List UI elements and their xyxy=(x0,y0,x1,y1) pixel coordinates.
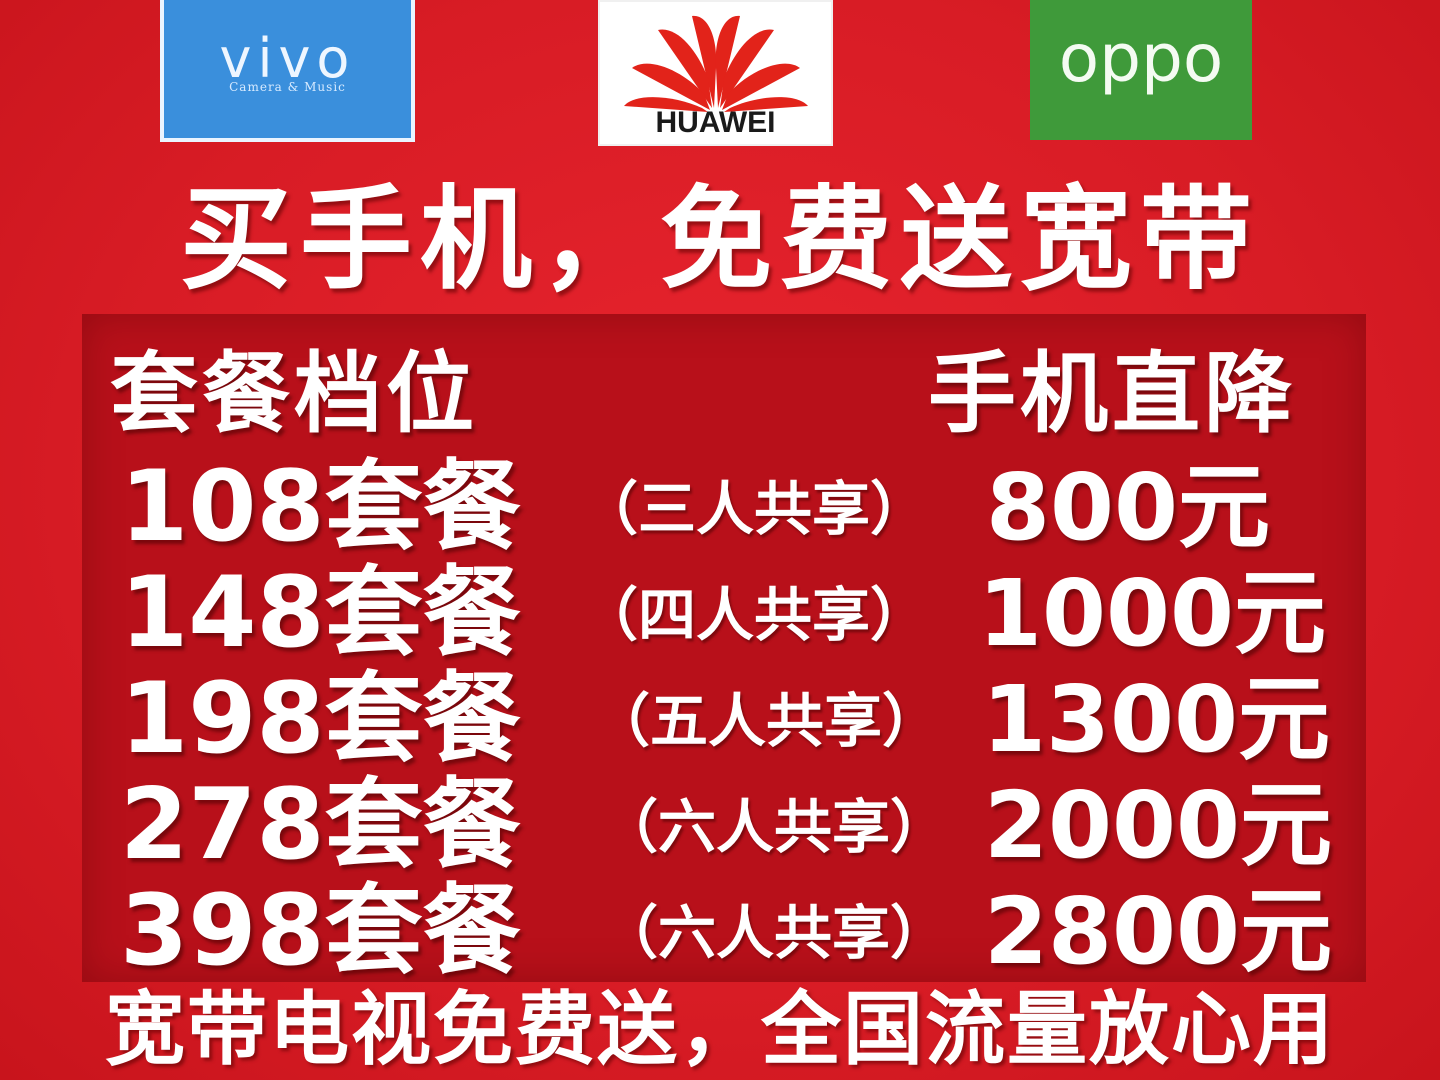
plan-row: 398套餐 （六人共享） 2800元 xyxy=(0,882,1440,986)
plan-name: 398套餐 xyxy=(120,874,521,988)
plan-name: 198套餐 xyxy=(120,662,521,776)
plan-price-discount: 1000元 xyxy=(978,560,1327,667)
plan-name: 278套餐 xyxy=(120,768,521,882)
huawei-logo-wordmark: HUAWEI xyxy=(655,106,776,139)
plan-price-discount: 800元 xyxy=(986,454,1271,561)
plan-row: 198套餐 （五人共享） 1300元 xyxy=(0,670,1440,774)
plan-share-note: （三人共享） xyxy=(580,475,929,543)
column-header-plan: 套餐档位 xyxy=(110,342,479,445)
plan-price-discount: 1300元 xyxy=(982,666,1331,773)
oppo-logo: oppo xyxy=(1030,0,1252,140)
plan-price-discount: 2800元 xyxy=(984,878,1333,985)
oppo-logo-wordmark: oppo xyxy=(1058,20,1224,97)
huawei-flower-icon xyxy=(624,15,808,112)
plan-share-note: （五人共享） xyxy=(592,687,941,755)
vivo-logo-wordmark: vivo xyxy=(219,27,356,90)
plan-name: 148套餐 xyxy=(120,556,521,670)
plan-share-note: （六人共享） xyxy=(600,899,949,967)
column-header-discount: 手机直降 xyxy=(928,342,1297,445)
headline: 买手机，免费送宽带 xyxy=(180,175,1260,305)
plan-row: 278套餐 （六人共享） 2000元 xyxy=(0,776,1440,880)
plan-share-note: （四人共享） xyxy=(580,581,929,649)
footer-slogan: 宽带电视免费送，全国流量放心用 xyxy=(105,983,1335,1076)
plan-table-panel xyxy=(82,314,1366,982)
plan-share-note: （六人共享） xyxy=(600,793,949,861)
plan-name: 108套餐 xyxy=(120,450,521,564)
plan-row: 108套餐 （三人共享） 800元 xyxy=(0,458,1440,562)
vivo-logo-tagline: Camera & Music xyxy=(229,80,346,94)
plan-price-discount: 2000元 xyxy=(984,772,1333,879)
huawei-logo: HUAWEI xyxy=(598,0,833,146)
vivo-logo: vivo Camera & Music xyxy=(160,0,415,142)
plan-row: 148套餐 （四人共享） 1000元 xyxy=(0,564,1440,668)
